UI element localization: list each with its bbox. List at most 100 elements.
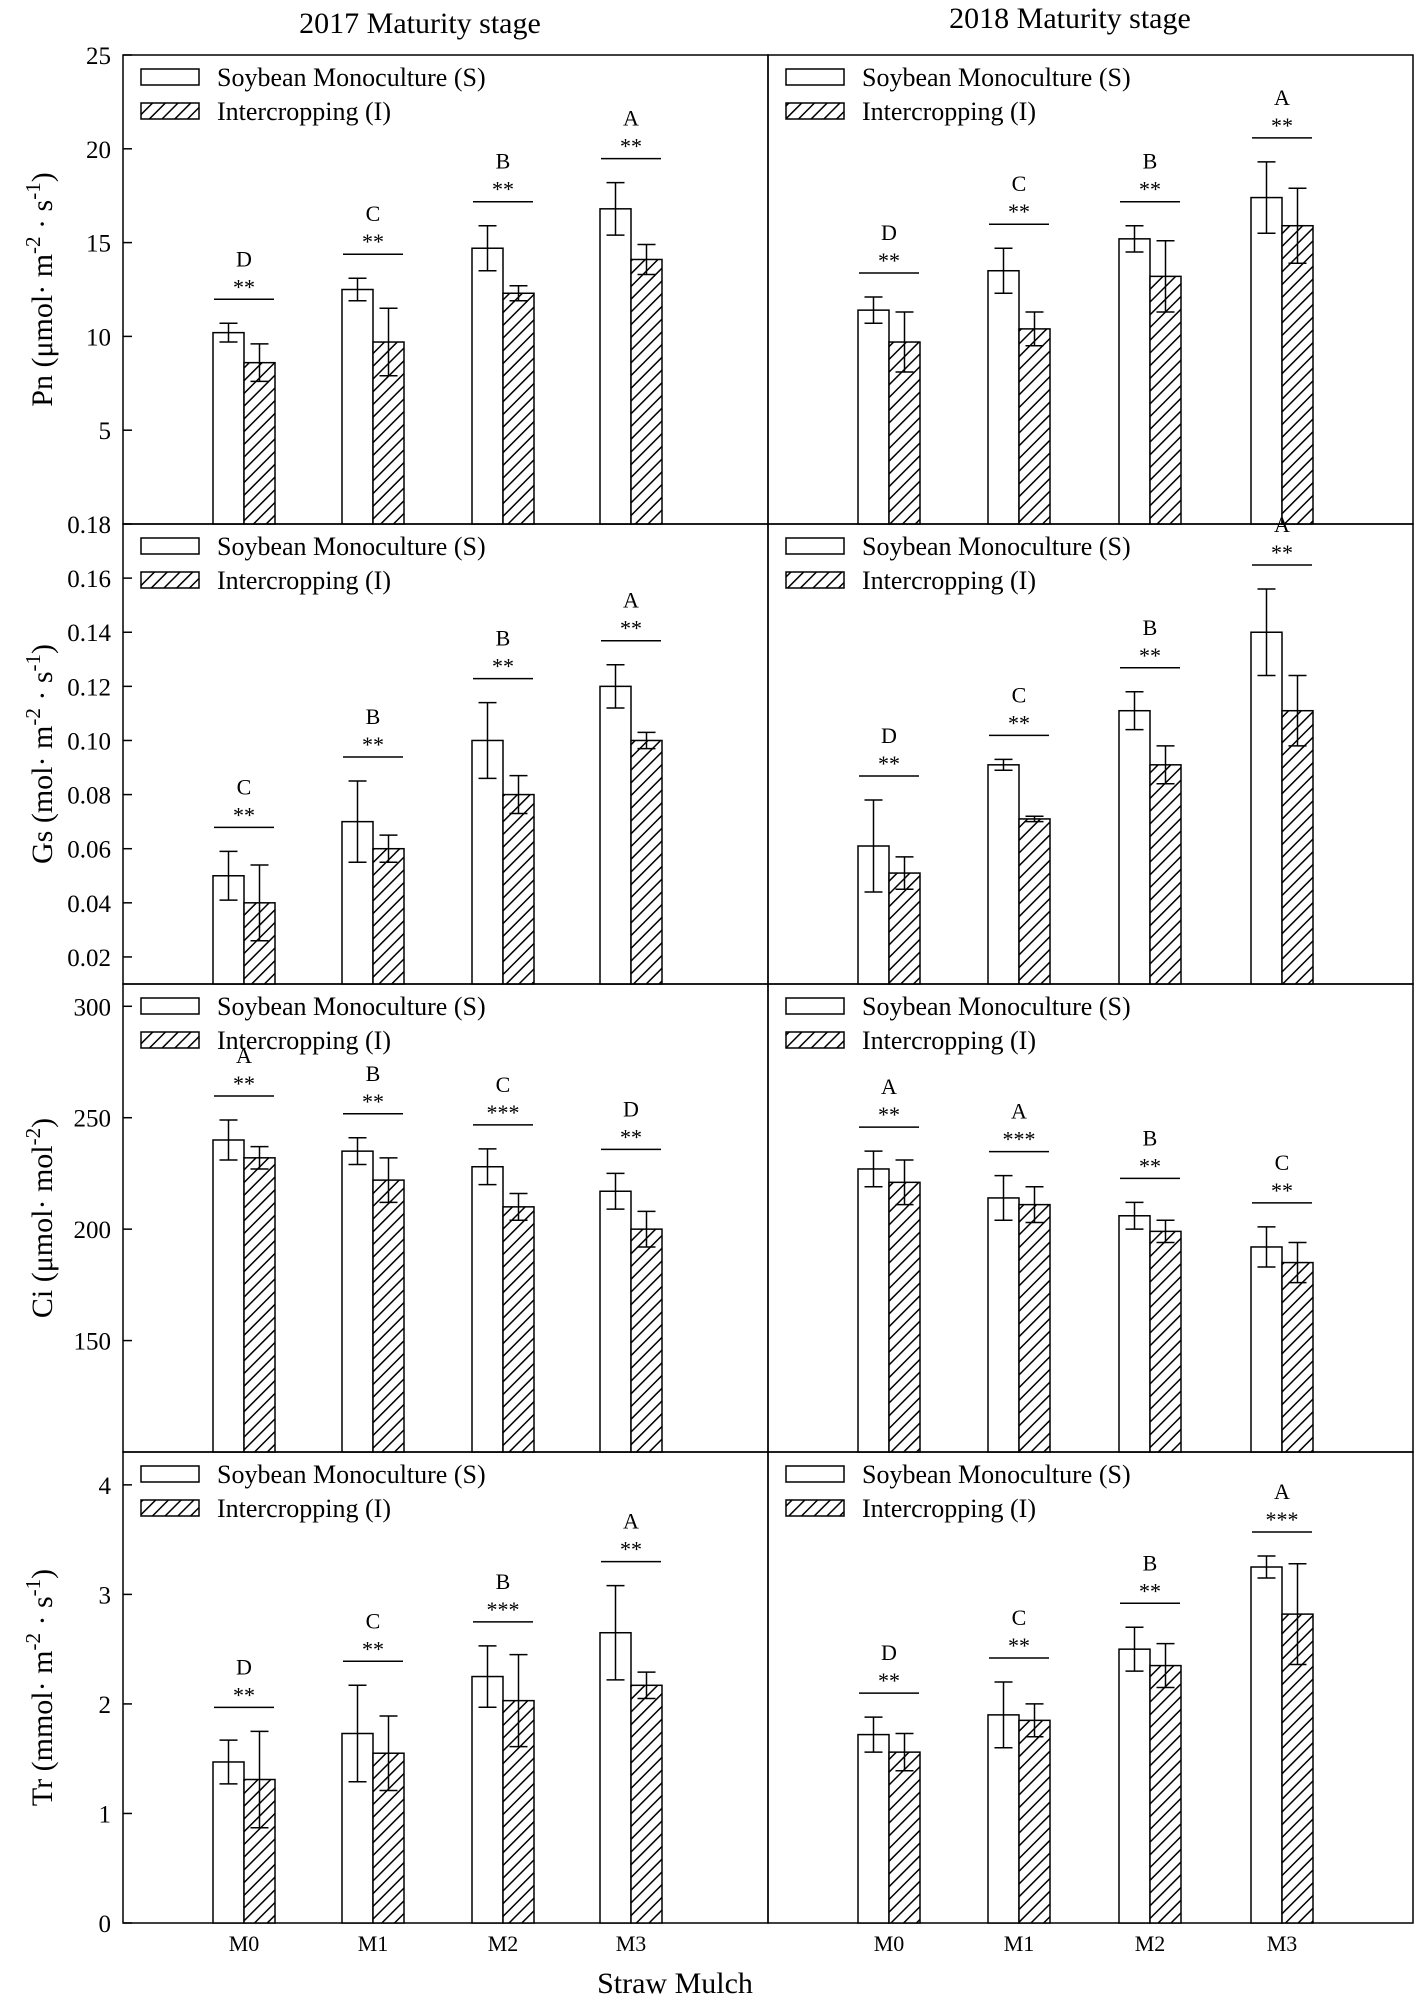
legend-label-1: Soybean Monoculture (S) xyxy=(862,992,1131,1021)
panel-tr-2017: 0 1 2 3 4 Soybean Monoculture (S) Intercroppin… xyxy=(99,1451,769,1956)
legend-label-1: Soybean Monoculture (S) xyxy=(217,532,486,561)
bar-s-m2 xyxy=(1118,238,1151,525)
y-tick-label: 15 xyxy=(86,231,111,258)
significance-letter: A xyxy=(623,1509,639,1534)
significance-stars: ** xyxy=(1271,113,1293,138)
bar-i-m1 xyxy=(372,1179,405,1453)
bar-s-m1 xyxy=(341,1150,374,1453)
y-axis-label-part: Ci (μmol· mol xyxy=(26,1145,59,1318)
y-tick-label: 300 xyxy=(74,994,112,1021)
bar-s-m2 xyxy=(471,1165,504,1453)
panel-tr-2018: Soybean Monoculture (S) Intercropping (I)… xyxy=(767,1451,1414,1956)
panel-ci-2018: Soybean Monoculture (S) Intercropping (I)… xyxy=(767,983,1414,1453)
significance-letter: C xyxy=(366,1608,381,1633)
legend-label-2: Intercropping (I) xyxy=(862,97,1036,126)
y-axis-label-part: -1 xyxy=(21,1579,45,1597)
bar-s-m0 xyxy=(212,1139,245,1453)
legend-label-1: Soybean Monoculture (S) xyxy=(862,63,1131,92)
bar-i-m3 xyxy=(630,258,663,525)
bar-i-m3 xyxy=(1281,1261,1314,1453)
significance-stars: ** xyxy=(492,177,514,202)
legend-swatch-1 xyxy=(140,1465,200,1483)
significance-stars: ** xyxy=(878,751,900,776)
significance-letter: D xyxy=(236,1654,252,1679)
significance-letter: A xyxy=(1011,1099,1027,1124)
bar-s-m3 xyxy=(599,1190,632,1453)
significance-letter: B xyxy=(1143,1550,1158,1575)
y-tick-label: 0.06 xyxy=(67,837,111,864)
y-tick-label: 2 xyxy=(99,1692,112,1719)
y-axis-label-part: -2 xyxy=(21,1128,45,1146)
significance-stars: ** xyxy=(1139,1578,1161,1603)
y-axis-label-part: -1 xyxy=(21,182,45,200)
y-axis-label-part: -2 xyxy=(21,708,45,726)
significance-stars: ** xyxy=(1008,1633,1030,1658)
bar-i-m2 xyxy=(502,292,535,525)
bar-s-m3 xyxy=(599,208,632,525)
y-axis-label: Tr (mmol· m-2 · s-1) xyxy=(21,1569,59,1806)
bar-i-m3 xyxy=(630,739,663,985)
y-tick-label: 4 xyxy=(99,1473,112,1500)
y-axis-label-part: -2 xyxy=(21,1633,45,1651)
significance-stars: ** xyxy=(620,1124,642,1149)
significance-stars: *** xyxy=(487,1597,520,1622)
bar-i-m2 xyxy=(1149,1230,1182,1453)
bar-i-m2 xyxy=(1149,764,1182,985)
y-tick-label: 0.14 xyxy=(67,620,111,647)
significance-letter: A xyxy=(881,1074,897,1099)
panel-pn-2017: 5 10 15 20 25 Soybean Monoculture (S) Intercro… xyxy=(86,43,769,525)
bar-s-m2 xyxy=(471,247,504,525)
bar-i-m0 xyxy=(243,361,276,525)
significance-letter: C xyxy=(1012,171,1027,196)
bar-s-m0 xyxy=(857,309,890,525)
significance-letter: C xyxy=(1012,682,1027,707)
significance-stars: ** xyxy=(1271,540,1293,565)
significance-letter: D xyxy=(623,1096,639,1121)
legend-swatch-1 xyxy=(785,68,845,86)
bar-i-m0 xyxy=(243,1157,276,1453)
significance-stars: ** xyxy=(362,732,384,757)
significance-stars: ** xyxy=(362,1636,384,1661)
y-tick-label: 0.12 xyxy=(67,674,111,701)
significance-letter: C xyxy=(1275,1150,1290,1175)
bar-i-m2 xyxy=(502,793,535,985)
x-tick-label: M0 xyxy=(229,1931,260,1956)
panel-ci-2017: 150 200 250 300 Soybean Monoculture (S) Inter… xyxy=(74,983,769,1453)
legend-swatch-2 xyxy=(140,1031,200,1049)
significance-stars: ** xyxy=(362,229,384,254)
significance-stars: ** xyxy=(1139,1153,1161,1178)
bar-s-m0 xyxy=(857,1733,890,1924)
y-tick-label: 0.16 xyxy=(67,566,111,593)
bar-s-m0 xyxy=(857,1168,890,1453)
y-tick-label: 0.04 xyxy=(67,891,111,918)
legend-label-2: Intercropping (I) xyxy=(217,566,391,595)
significance-stars: ** xyxy=(878,248,900,273)
legend-swatch-2 xyxy=(785,571,845,589)
significance-letter: D xyxy=(881,220,897,245)
significance-letter: A xyxy=(623,588,639,613)
bar-i-m0 xyxy=(888,1181,921,1453)
significance-stars: ** xyxy=(1271,1178,1293,1203)
bar-s-m1 xyxy=(341,288,374,525)
significance-stars: *** xyxy=(487,1100,520,1125)
significance-letter: A xyxy=(236,1043,252,1068)
y-tick-label: 0 xyxy=(99,1911,112,1938)
significance-stars: ** xyxy=(1008,199,1030,224)
bar-s-m2 xyxy=(1118,1648,1151,1924)
significance-letter: A xyxy=(1274,85,1290,110)
significance-stars: ** xyxy=(1139,177,1161,202)
bar-i-m2 xyxy=(1149,1664,1182,1924)
y-tick-label: 150 xyxy=(74,1329,112,1356)
y-tick-label: 1 xyxy=(99,1801,112,1828)
y-axis-label-part: -2 xyxy=(21,236,45,254)
bar-i-m1 xyxy=(1018,328,1051,525)
significance-stars: ** xyxy=(1008,710,1030,735)
bar-s-m2 xyxy=(471,739,504,985)
significance-letter: B xyxy=(366,704,381,729)
significance-stars: ** xyxy=(878,1668,900,1693)
significance-stars: ** xyxy=(878,1102,900,1127)
y-tick-label: 5 xyxy=(99,418,112,445)
y-tick-label: 25 xyxy=(86,43,111,70)
legend-swatch-1 xyxy=(785,537,845,555)
bar-s-m2 xyxy=(1118,1215,1151,1453)
